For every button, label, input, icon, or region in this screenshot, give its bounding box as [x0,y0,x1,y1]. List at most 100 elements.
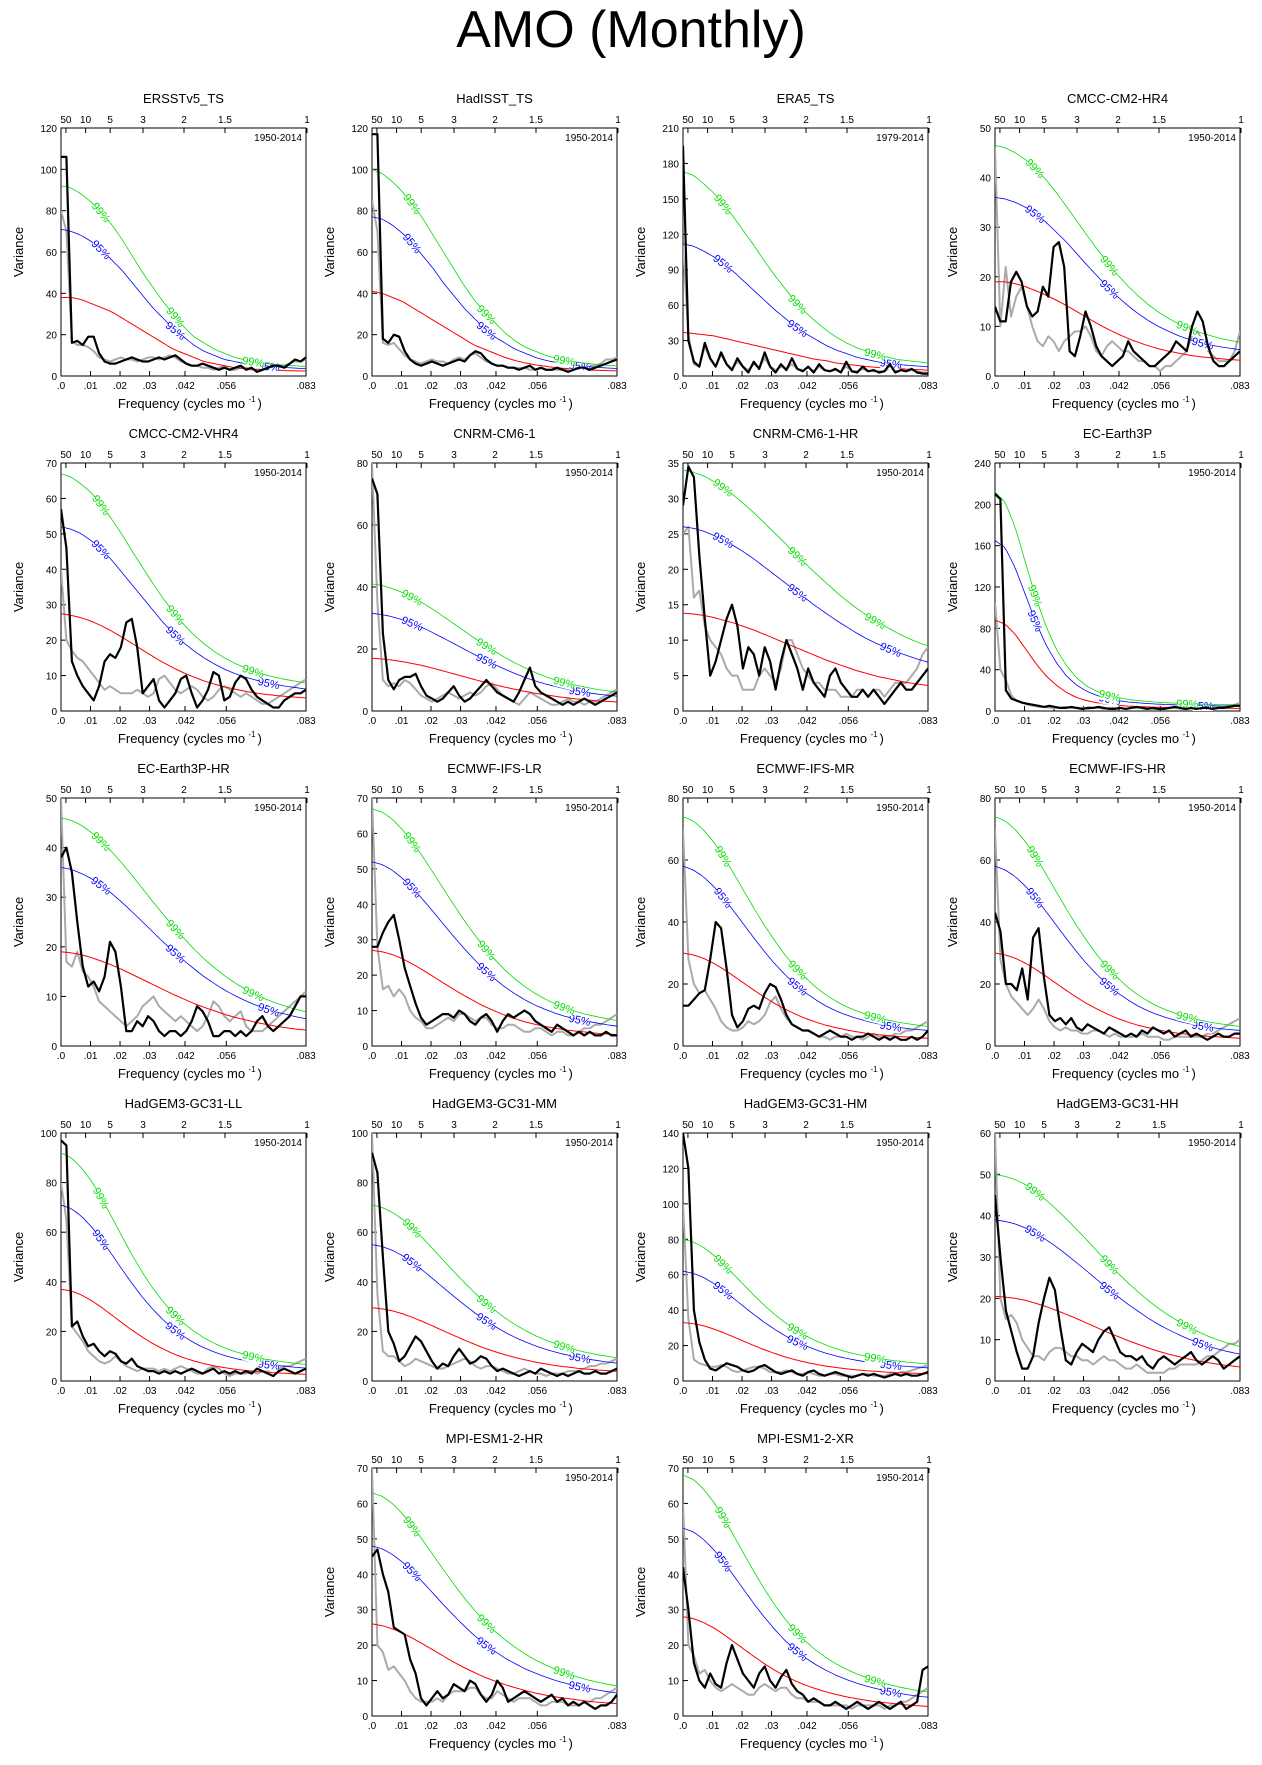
y-tick-label: 60 [357,829,369,840]
period-tick-label: 50 [371,450,383,461]
y-tick-label: 0 [362,1377,368,1388]
period-tick-label: 2 [492,450,498,461]
x-tick-label: .042 [175,1386,195,1397]
x-tick-label: .056 [217,381,237,392]
period-tick-label: 5 [418,115,424,126]
y-tick-label: 0 [362,372,368,383]
period-tick-label: 1.5 [529,1120,543,1131]
chart-panel: ERA5_TS 1979-2014 .0 .01 .02 .03 .042 .056 .083 5… [633,91,938,411]
y-tick-label: 40 [46,289,58,300]
y-tick-label: 120 [974,583,991,594]
x-tick-label: .01 [395,716,409,727]
y-tick-label: 40 [357,1278,369,1289]
x-tick-label: .042 [1109,1386,1129,1397]
x-axis-label: Frequency (cycles mo [429,1401,556,1416]
period-tick-label: 2 [1115,1120,1121,1131]
curve-label-gap [401,1559,424,1583]
curve-label-gap [568,1349,591,1366]
y-tick-label: 120 [351,124,368,135]
x-axis-label-superscript: -1 [871,395,879,404]
y-tick-label: 20 [357,331,369,342]
y-tick-label: 0 [51,707,57,718]
x-axis-label-superscript: -1 [871,1065,879,1074]
curve-label: 95% [1190,336,1214,353]
red-noise-line [372,1623,617,1705]
red-noise-line [683,1616,928,1707]
period-tick-label: 5 [729,115,735,126]
period-label: 1950-2014 [565,803,613,814]
y-axis-label: Variance [633,562,648,612]
x-tick-label: .02 [735,1721,749,1732]
x-tick-label: .056 [839,716,859,727]
period-tick-label: 5 [729,785,735,796]
panel-title: ERSSTv5_TS [143,91,224,106]
period-tick-label: 5 [418,450,424,461]
x-tick-label: .01 [1018,381,1032,392]
y-tick-label: 0 [362,707,368,718]
period-tick-label: 1 [1238,785,1244,796]
y-tick-label: 120 [662,1164,679,1175]
y-tick-label: 5 [673,672,679,683]
x-tick-label: .056 [528,1386,548,1397]
curve-label: 95% [568,685,592,700]
period-tick-label: 10 [702,450,714,461]
period-label: 1950-2014 [565,1473,613,1484]
x-tick-label: .042 [797,381,817,392]
period-tick-label: 1.5 [529,450,543,461]
curve-label-gap [786,1622,810,1645]
series-group: 95%95%95%99%99%99% [995,1133,1240,1374]
panel-title: CMCC-CM2-VHR4 [129,426,239,441]
curve-label-gap [1098,1253,1121,1276]
period-label: 1950-2014 [876,803,924,814]
curve-label: 95% [568,1351,592,1367]
period-tick-label: 50 [60,115,72,126]
x-tick-label: .02 [1047,716,1061,727]
y-tick-label: 40 [980,666,992,677]
period-tick-label: 10 [1014,1120,1026,1131]
period-tick-label: 1 [926,115,932,126]
period-tick-label: 5 [107,785,113,796]
x-tick-label: .042 [1109,1051,1129,1062]
curve-label-gap [1024,156,1047,180]
x-axis-label-superscript: -1 [1183,730,1191,739]
curve-label: 95% [399,1252,424,1275]
panel-title: CNRM-CM6-1 [453,426,535,441]
period-tick-label: 3 [451,785,457,796]
x-tick-label: .083 [918,1721,938,1732]
chart-panel: CMCC-CM2-HR4 1950-2014 .0 .01 .02 .03 .042 .056… [945,91,1250,411]
x-tick-label: .042 [175,716,195,727]
x-tick-label: .0 [368,1721,377,1732]
y-tick-label: 80 [980,624,992,635]
period-tick-label: 5 [107,450,113,461]
period-tick-label: 50 [682,1455,694,1466]
curve-label-gap [1025,609,1045,633]
curve-label: 95% [163,624,187,648]
spectrum-line [61,846,306,1038]
red-noise-line [995,281,1240,361]
y-tick-label: 120 [40,124,57,135]
period-tick-label: 5 [1041,785,1047,796]
curve-label-gap [711,529,735,551]
curve-label: 99% [400,1216,424,1240]
curve-label: 95% [1022,203,1047,226]
period-tick-label: 3 [451,115,457,126]
x-tick-label: .02 [424,1051,438,1062]
y-tick-label: 40 [980,1212,992,1223]
curve-label: 99% [710,477,735,500]
y-tick-label: 10 [357,1007,369,1018]
period-tick-label: 5 [729,1120,735,1131]
curve-label-gap [786,1640,810,1663]
x-axis-label-superscript: -1 [560,1065,568,1074]
x-tick-label: .083 [918,381,938,392]
y-axis-label: Variance [945,1232,960,1282]
y-tick-label: 90 [668,266,680,277]
curve-label-gap [786,317,810,339]
y-tick-label: 140 [662,1129,679,1140]
y-tick-label: 240 [974,459,991,470]
period-label: 1950-2014 [565,468,613,479]
curve-label-gap [879,1684,902,1700]
period-tick-label: 10 [702,785,714,796]
x-axis-label-superscript: -1 [249,730,257,739]
curve-label-gap [1192,1018,1214,1034]
y-axis-label: Variance [633,1567,648,1617]
